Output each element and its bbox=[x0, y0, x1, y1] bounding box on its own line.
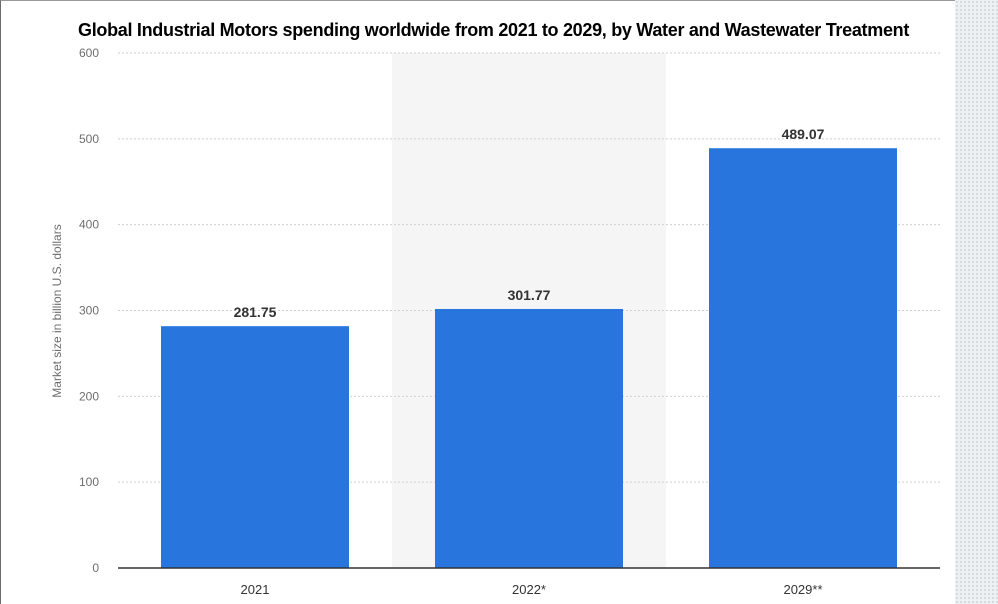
bar bbox=[161, 326, 349, 568]
chart-title: Global Industrial Motors spending worldw… bbox=[78, 20, 910, 40]
x-tick-label: 2022* bbox=[512, 582, 546, 597]
data-label: 281.75 bbox=[234, 304, 277, 320]
y-tick-label: 500 bbox=[79, 132, 99, 146]
x-tick-label: 2021 bbox=[241, 582, 270, 597]
y-tick-label: 0 bbox=[92, 561, 99, 575]
y-tick-label: 600 bbox=[79, 46, 99, 60]
data-label: 489.07 bbox=[782, 126, 825, 142]
data-label: 301.77 bbox=[508, 287, 551, 303]
y-tick-label: 300 bbox=[79, 304, 99, 318]
side-panel-strip bbox=[955, 0, 998, 604]
bar bbox=[709, 148, 897, 569]
bar bbox=[435, 308, 623, 568]
y-tick-label: 200 bbox=[79, 389, 99, 403]
y-tick-label: 100 bbox=[79, 475, 99, 489]
y-tick-label: 400 bbox=[79, 218, 99, 232]
data-labels: 281.75 301.77 489.07 bbox=[234, 126, 825, 320]
y-axis-title: Market size in billion U.S. dollars bbox=[50, 224, 64, 397]
x-tick-labels: 2021 2022* 2029** bbox=[241, 582, 823, 597]
bars bbox=[161, 148, 897, 569]
y-tick-labels: 0 100 200 300 400 500 600 bbox=[79, 46, 99, 575]
x-tick-label: 2029** bbox=[783, 582, 822, 597]
